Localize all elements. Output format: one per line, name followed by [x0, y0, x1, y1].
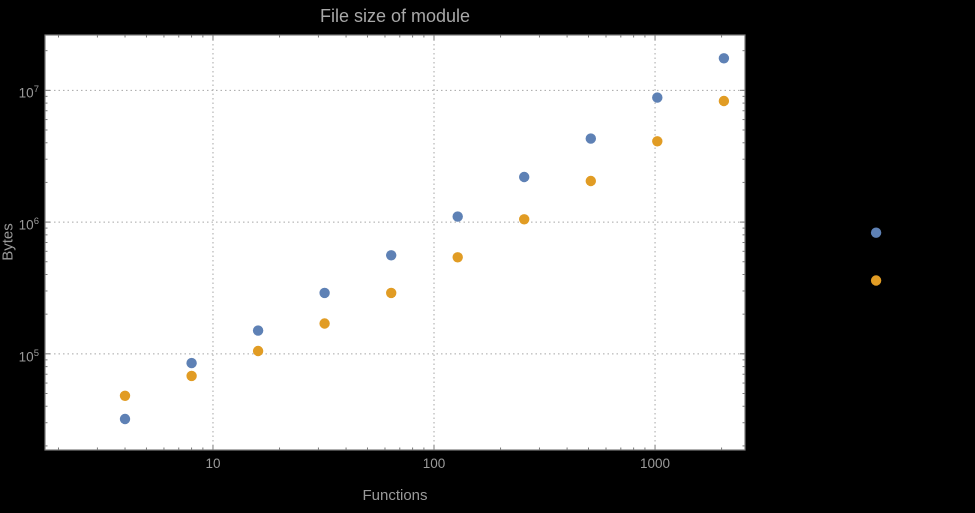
x-tick-label: 100 — [422, 456, 446, 471]
data-point-blue — [870, 227, 882, 238]
chart-title: File size of module — [319, 6, 471, 26]
data-point-orange — [252, 345, 264, 357]
data-point-blue — [319, 287, 330, 299]
data-point-orange — [652, 136, 663, 147]
data-point-orange — [386, 287, 397, 299]
data-point-orange — [452, 252, 463, 263]
data-point-orange — [585, 175, 596, 187]
y-tick-label: 107 — [18, 84, 39, 101]
data-point-blue — [452, 211, 463, 222]
y-tick-label: 106 — [18, 216, 39, 233]
data-point-blue — [652, 92, 663, 103]
x-tick-label: 1000 — [640, 456, 671, 471]
data-point-orange — [718, 95, 730, 107]
data-point-blue — [519, 171, 530, 183]
data-point-blue — [186, 357, 197, 369]
data-point-blue — [585, 133, 596, 144]
data-point-blue — [386, 250, 397, 261]
data-point-blue — [119, 413, 131, 425]
data-point-blue — [252, 325, 264, 336]
data-point-orange — [519, 214, 530, 225]
data-point-orange — [119, 390, 131, 401]
x-tick-label: 10 — [205, 456, 221, 471]
data-point-orange — [870, 275, 882, 286]
data-point-orange — [319, 318, 330, 329]
plot-area — [45, 35, 745, 450]
y-tick-label: 105 — [18, 347, 39, 365]
data-point-orange — [186, 370, 197, 382]
data-point-blue — [718, 53, 730, 64]
x-axis-label: Functions — [362, 487, 428, 504]
